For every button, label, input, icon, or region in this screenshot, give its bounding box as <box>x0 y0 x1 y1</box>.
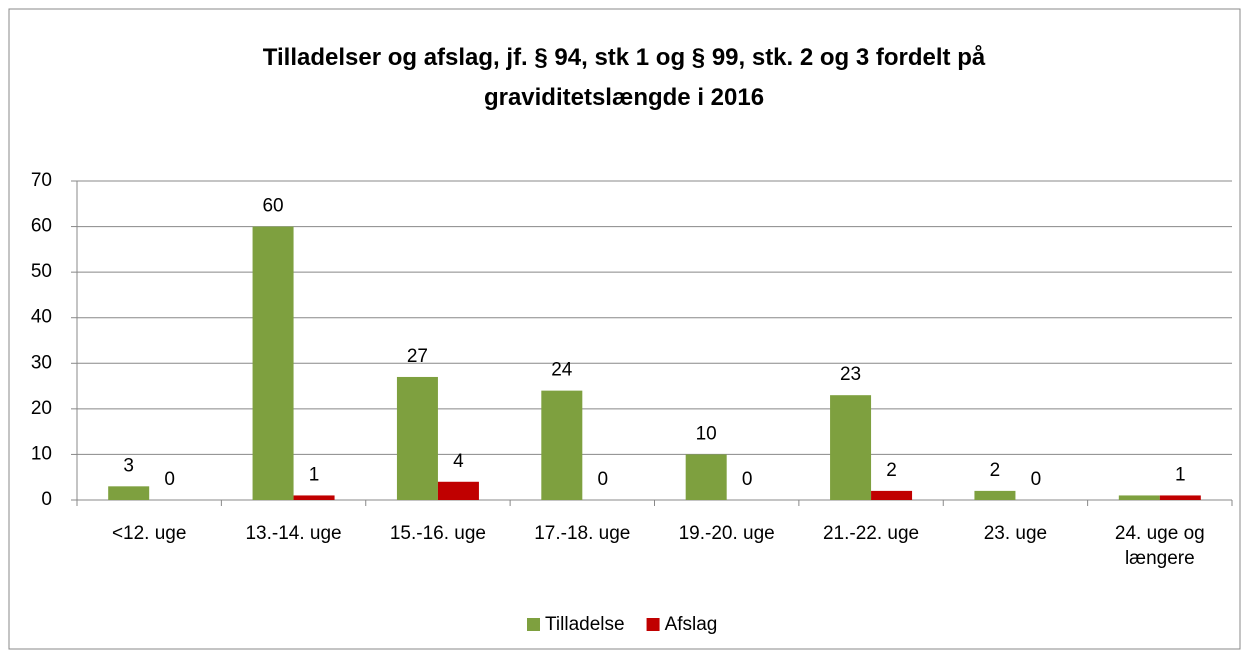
y-tick-label: 10 <box>31 443 52 464</box>
data-label: 27 <box>407 346 428 367</box>
data-label: 2 <box>886 460 897 481</box>
x-tick-label: 17.-18. uge <box>534 523 631 544</box>
legend-swatch <box>527 618 540 631</box>
bar <box>293 495 335 500</box>
legend-label: Tilladelse <box>545 614 625 635</box>
data-label: 23 <box>840 364 861 385</box>
data-label: 0 <box>598 469 609 490</box>
y-tick-label: 20 <box>31 398 52 419</box>
data-label: 0 <box>1031 469 1042 490</box>
bar <box>974 490 1016 500</box>
bar <box>108 486 150 500</box>
bar <box>871 490 913 500</box>
data-label: 1 <box>309 464 320 485</box>
bar <box>1159 495 1201 500</box>
x-tick-label: 15.-16. uge <box>389 523 486 544</box>
data-label: 4 <box>453 451 464 472</box>
bar <box>396 376 438 500</box>
y-tick-label: 30 <box>31 352 52 373</box>
y-tick-label: 70 <box>31 170 52 191</box>
x-tick-label: 24. uge og længere <box>1114 523 1205 569</box>
x-tick-label: 21.-22. uge <box>822 523 920 544</box>
data-label: 0 <box>742 469 753 490</box>
legend-swatch <box>646 618 660 631</box>
chart-title: Tilladelser og afslag, jf. § 94, stk 1 o… <box>262 44 986 111</box>
bar <box>541 390 583 500</box>
bar <box>252 226 294 501</box>
x-tick-label: 19.-20. uge <box>678 523 775 544</box>
legend-label: Afslag <box>665 614 718 635</box>
x-tick-label: 23. uge <box>983 523 1048 544</box>
y-tick-label: 40 <box>31 307 52 328</box>
x-tick-label: 13.-14. uge <box>245 523 342 544</box>
bar <box>685 454 727 500</box>
data-label: 2 <box>990 460 1001 481</box>
y-tick-label: 50 <box>31 261 52 282</box>
y-tick-label: 60 <box>31 216 52 237</box>
data-label: 3 <box>123 455 134 476</box>
bar <box>1118 495 1160 500</box>
data-label: 0 <box>164 469 175 490</box>
data-label: 24 <box>551 360 573 381</box>
data-label: 60 <box>262 196 283 217</box>
bar <box>437 481 479 500</box>
y-tick-label: 0 <box>41 489 52 510</box>
bar <box>830 395 872 500</box>
data-label: 10 <box>696 423 717 444</box>
x-tick-label: <12. uge <box>111 523 187 544</box>
data-label: 1 <box>1175 464 1186 485</box>
chart-border <box>8 8 1241 650</box>
